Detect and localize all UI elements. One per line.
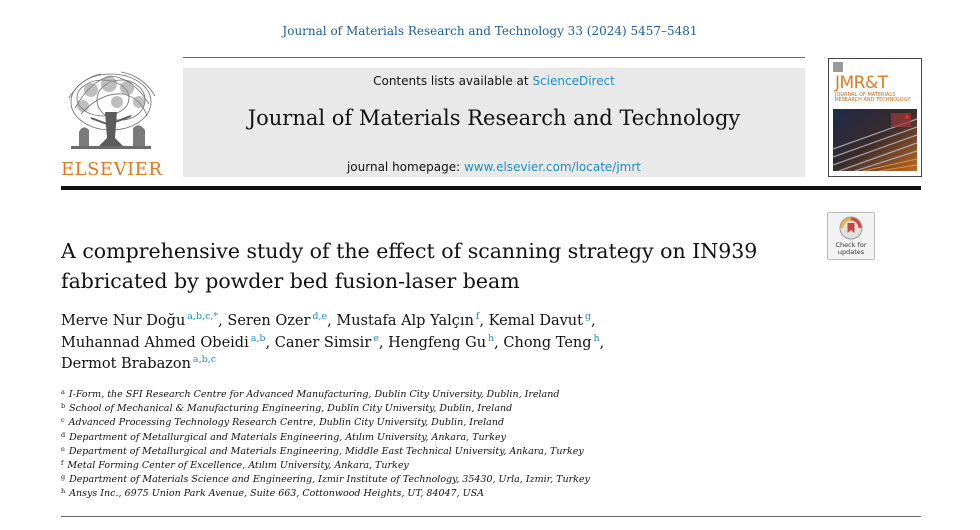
cover-corner-mark-icon — [833, 62, 843, 72]
affiliation-text: Department of Metallurgical and Material… — [69, 431, 506, 443]
updates-label-line2: updates — [837, 248, 865, 256]
affiliation-text: Ansys Inc., 6975 Union Park Avenue, Suit… — [69, 488, 485, 500]
author-affil-marker[interactable]: d,e — [312, 311, 328, 322]
updates-label-line1: Check for — [835, 241, 867, 249]
contents-prefix: Contents lists available at — [373, 74, 533, 88]
journal-cover[interactable]: JMR&T JOURNAL OF MATERIALS RESEARCH AND … — [828, 58, 922, 177]
homepage-link[interactable]: www.elsevier.com/locate/jmrt — [463, 160, 642, 174]
homepage-line: journal homepage: www.elsevier.com/locat… — [183, 160, 805, 174]
affiliation-key: a — [61, 388, 65, 396]
author-name[interactable]: Hengfeng Gu — [388, 334, 487, 351]
affiliation-key: h — [61, 487, 66, 496]
journal-header: Contents lists available at ScienceDirec… — [183, 68, 805, 177]
publisher-name: ELSEVIER — [61, 159, 163, 180]
author-affil-marker[interactable]: e — [373, 332, 379, 344]
publisher-logo[interactable]: ELSEVIER — [61, 68, 163, 180]
affiliation-item: f Metal Forming Center of Excellence, Atı… — [61, 459, 821, 473]
affiliation-item: e Department of Metallurgical and Materia… — [61, 445, 821, 459]
check-for-updates-icon — [839, 216, 863, 240]
contents-line: Contents lists available at ScienceDirec… — [183, 74, 805, 88]
author-affil-marker[interactable]: g — [584, 311, 592, 322]
author-name[interactable]: Kemal Davut — [488, 313, 583, 329]
author-affil-marker[interactable]: a,b — [250, 332, 266, 344]
affiliation-item: h Ansys Inc., 6975 Union Park Avenue, Sui… — [61, 487, 821, 501]
author-affil-marker[interactable]: a,b,c,* — [187, 311, 219, 322]
author-name[interactable]: Seren Ozer — [227, 313, 311, 329]
elsevier-tree-logo-icon — [61, 68, 161, 158]
author-name[interactable]: Mustafa Alp Yalçın — [336, 313, 474, 329]
author-name[interactable]: Caner Simsir — [274, 334, 372, 351]
affiliation-item: b School of Mechanical & Manufacturing En… — [61, 402, 821, 416]
journal-citation[interactable]: Journal of Materials Research and Techno… — [282, 24, 698, 38]
affiliation-text: Department of Materials Science and Engi… — [69, 474, 590, 486]
author-affil-marker[interactable]: h — [593, 332, 600, 344]
affiliation-text: Metal Forming Center of Excellence, Atıl… — [67, 460, 409, 472]
journal-title[interactable]: Journal of Materials Research and Techno… — [247, 106, 741, 130]
affiliation-item: d Department of Metallurgical and Materia… — [61, 431, 821, 445]
footer-divider — [61, 516, 921, 517]
affiliation-text: Advanced Processing Technology Research … — [68, 417, 505, 429]
header-divider — [61, 186, 921, 190]
cover-abbreviation: JMR&T — [835, 73, 888, 93]
affiliation-key: f — [61, 459, 64, 468]
affiliation-key: g — [61, 473, 66, 482]
affiliation-item: a I-Form, the SFI Research Centre for Adv… — [61, 388, 821, 402]
sciencedirect-link[interactable]: ScienceDirect — [532, 74, 615, 88]
affiliation-text: Department of Metallurgical and Material… — [68, 445, 584, 457]
check-for-updates-badge[interactable]: Check for updates — [827, 212, 875, 260]
check-for-updates-label: Check for updates — [828, 242, 874, 256]
affiliation-key: d — [61, 430, 66, 439]
affiliation-key: e — [61, 444, 65, 453]
author-name[interactable]: Muhannad Ahmed Obeidi — [61, 334, 249, 351]
homepage-prefix: journal homepage: — [346, 160, 464, 174]
cover-subtitle: JOURNAL OF MATERIALS RESEARCH AND TECHNO… — [835, 92, 911, 103]
author-affil-marker[interactable]: h — [488, 332, 495, 344]
author-affil-marker[interactable]: f — [475, 311, 480, 322]
author-name[interactable]: Chong Teng — [503, 334, 592, 351]
affiliation-text: School of Mechanical & Manufacturing Eng… — [69, 403, 513, 415]
affiliation-text: I-Form, the SFI Research Centre for Adva… — [68, 389, 560, 400]
author-list: Merve Nur Doğu a,b,c,*, Seren Ozer d,e, Mu… — [61, 311, 605, 372]
affiliation-item: c Advanced Processing Technology Research… — [61, 416, 821, 430]
author-name[interactable]: Merve Nur Doğu — [61, 313, 186, 329]
author-affil-marker[interactable]: a,b,c — [192, 354, 217, 365]
affiliation-list: a I-Form, the SFI Research Centre for Adv… — [61, 388, 821, 502]
affiliation-key: c — [61, 416, 65, 425]
top-divider — [183, 57, 805, 58]
affiliation-item: g Department of Materials Science and Eng… — [61, 473, 821, 487]
cover-image-icon — [833, 109, 917, 171]
author-name[interactable]: Dermot Brabazon — [61, 356, 191, 372]
affiliation-key: b — [61, 402, 66, 411]
article-title: A comprehensive study of the effect of s… — [61, 239, 758, 293]
